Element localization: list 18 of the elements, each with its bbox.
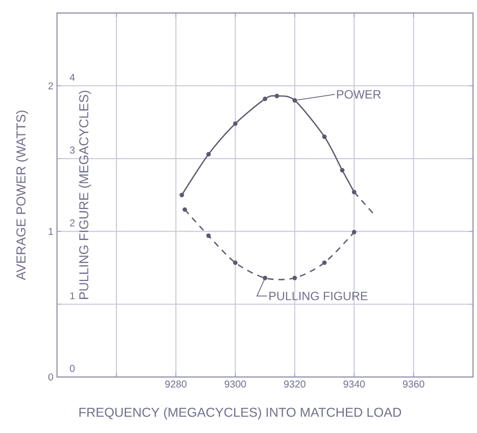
x-tick-label: 9300 [224,380,246,388]
x-tick-label: 9340 [344,380,365,388]
x-tick-label: 9360 [402,380,424,388]
y2-tick-label: 0 [70,364,75,372]
y-tick-label: 1 [48,228,53,235]
y2-tick-label: 1 [70,292,75,300]
y-tick-label: 0 [48,373,54,381]
y2-tick-label: 2 [70,219,75,226]
y-axis-title: AVERAGE POWER (WATTS) [16,110,28,280]
x-tick-label: 9320 [284,380,306,388]
x-axis-title: FREQUENCY (MEGACYCLES) INTO MATCHED LOAD [79,407,402,420]
series-label: PULLING FIGURE [269,292,368,300]
y2-axis-title: PULLING FIGURE (MEGACYCLES) [78,90,91,300]
y-tick-label: 2 [48,82,53,90]
legend-label: POWER [337,90,381,99]
y2-tick-label: 3 [70,146,75,154]
y2-tick-label: 4 [70,74,75,81]
x-tick-label: 9280 [165,380,187,388]
